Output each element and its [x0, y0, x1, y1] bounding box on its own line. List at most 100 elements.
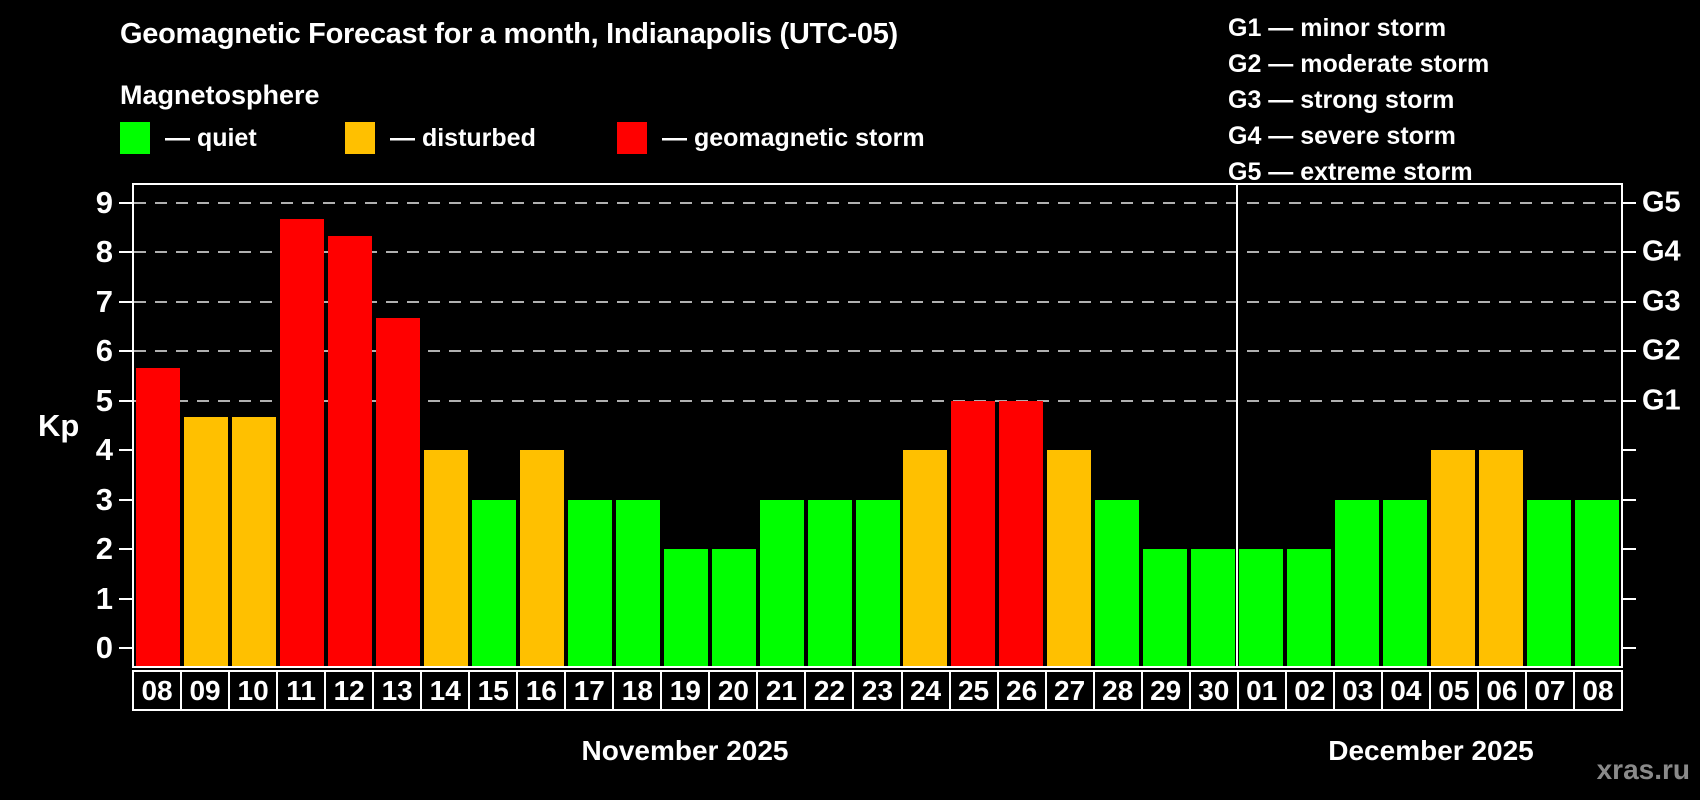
- kp-bar-day-25: [951, 400, 996, 666]
- day-label-02: 02: [1284, 670, 1335, 711]
- right-tick-8: [1623, 251, 1636, 254]
- day-label-29: 29: [1140, 670, 1191, 711]
- legend-label-quiet: — quiet: [165, 123, 257, 152]
- right-tick-9: [1623, 202, 1636, 204]
- kp-bar-day-18: [615, 499, 660, 666]
- storm-color-swatch: [617, 122, 647, 154]
- day-label-03: 03: [1332, 670, 1383, 711]
- g-legend-line-g4: G4 — severe storm: [1228, 122, 1456, 150]
- kp-bar-day-20: [711, 549, 756, 666]
- right-tick-5: [1623, 399, 1636, 402]
- g-legend-line-g3: G3 — strong storm: [1228, 86, 1455, 114]
- day-label-18: 18: [612, 670, 663, 711]
- month-label-december: December 2025: [1328, 735, 1534, 766]
- kp-bar-day-11: [279, 219, 324, 666]
- gridline-8: [134, 251, 1621, 254]
- y-tick-label-2: 2: [95, 531, 113, 567]
- y-axis-label: Kp: [38, 408, 80, 443]
- y-tick-label-4: 4: [95, 432, 113, 468]
- legend-label-storm: — geomagnetic storm: [662, 123, 925, 152]
- right-tick-0: [1623, 647, 1636, 649]
- day-label-16: 16: [516, 670, 567, 711]
- y-tick-label-6: 6: [95, 333, 113, 369]
- kp-bar-day-14: [423, 450, 468, 666]
- kp-bar-day-24: [903, 450, 948, 666]
- g-tick-label-g4: G4: [1642, 235, 1681, 268]
- gridline-9: [134, 202, 1621, 204]
- day-label-08: 08: [132, 670, 183, 711]
- legend-item-storm: — geomagnetic storm: [617, 122, 925, 154]
- g-tick-label-g1: G1: [1642, 384, 1681, 417]
- kp-bar-day-10: [231, 417, 276, 666]
- gridline-6: [134, 350, 1621, 353]
- right-tick-1: [1623, 597, 1636, 600]
- day-label-10: 10: [228, 670, 279, 711]
- kp-bar-day-03: [1335, 499, 1380, 666]
- right-tick-6: [1623, 350, 1636, 353]
- y-tick-label-5: 5: [95, 382, 113, 418]
- left-tick-8: [119, 251, 132, 254]
- day-label-08: 08: [1572, 670, 1623, 711]
- kp-bar-day-22: [807, 499, 852, 666]
- day-label-27: 27: [1044, 670, 1095, 711]
- month-separator-line: [1236, 185, 1239, 666]
- day-label-17: 17: [564, 670, 615, 711]
- day-label-12: 12: [324, 670, 375, 711]
- kp-bar-day-23: [855, 499, 900, 666]
- kp-bar-day-02: [1287, 549, 1332, 666]
- quiet-color-swatch: [120, 122, 150, 154]
- left-tick-1: [119, 597, 132, 600]
- day-label-28: 28: [1092, 670, 1143, 711]
- kp-bar-day-15: [471, 499, 516, 666]
- day-label-11: 11: [276, 670, 327, 711]
- chart-subtitle: Magnetosphere: [120, 80, 320, 110]
- day-label-23: 23: [852, 670, 903, 711]
- left-tick-2: [119, 548, 132, 551]
- day-label-30: 30: [1188, 670, 1239, 711]
- kp-bar-day-21: [759, 499, 804, 666]
- day-label-19: 19: [660, 670, 711, 711]
- kp-bar-day-27: [1047, 450, 1092, 666]
- chart-title: Geomagnetic Forecast for a month, Indian…: [120, 18, 898, 50]
- day-label-01: 01: [1236, 670, 1287, 711]
- legend-item-disturbed: — disturbed: [345, 122, 536, 154]
- left-tick-5: [119, 399, 132, 402]
- gridline-7: [134, 300, 1621, 303]
- g-legend-line-g5: G5 — extreme storm: [1228, 158, 1473, 186]
- left-tick-0: [119, 647, 132, 649]
- g-legend-line-g1: G1 — minor storm: [1228, 14, 1447, 42]
- legend-label-disturbed: — disturbed: [390, 123, 536, 152]
- g-tick-label-g3: G3: [1642, 285, 1681, 318]
- watermark: xras.ru: [1596, 754, 1690, 785]
- kp-bar-day-29: [1143, 549, 1188, 666]
- kp-bar-day-09: [183, 417, 228, 666]
- left-tick-6: [119, 350, 132, 353]
- left-tick-9: [119, 202, 132, 204]
- kp-bar-day-05: [1431, 450, 1476, 666]
- kp-bar-day-28: [1095, 499, 1140, 666]
- gridline-5: [134, 399, 1621, 402]
- kp-bar-day-08: [135, 367, 180, 666]
- kp-bar-day-12: [327, 236, 372, 666]
- kp-bar-day-19: [663, 549, 708, 666]
- day-label-07: 07: [1524, 670, 1575, 711]
- left-tick-4: [119, 449, 132, 452]
- day-label-15: 15: [468, 670, 519, 711]
- y-tick-label-0: 0: [95, 630, 113, 665]
- kp-bar-day-07: [1527, 499, 1572, 666]
- right-tick-2: [1623, 548, 1636, 551]
- right-tick-4: [1623, 449, 1636, 452]
- kp-bar-day-06: [1479, 450, 1524, 666]
- left-tick-7: [119, 300, 132, 303]
- disturbed-color-swatch: [345, 122, 375, 154]
- day-label-06: 06: [1476, 670, 1527, 711]
- day-axis: 08 09 10 11 12 13 14 15 16 17 18 19 20 21 22 23 24 25 26 27…: [132, 670, 1623, 711]
- kp-bar-day-13: [375, 318, 420, 666]
- right-tick-3: [1623, 498, 1636, 501]
- g-scale-legend: G1 — minor storm G2 — moderate storm G3 …: [1228, 10, 1489, 190]
- legend-item-quiet: — quiet: [120, 122, 257, 154]
- kp-bar-day-16: [519, 450, 564, 666]
- g-legend-line-g2: G2 — moderate storm: [1228, 50, 1490, 78]
- day-label-05: 05: [1428, 670, 1479, 711]
